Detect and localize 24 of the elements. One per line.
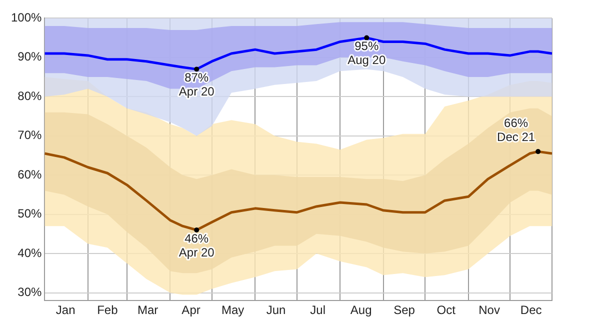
y-tick-label: 30%: [18, 285, 42, 300]
x-tick-label: Dec: [520, 303, 542, 318]
x-tick-label: Jun: [266, 303, 286, 318]
x-tick-label: Nov: [478, 303, 500, 318]
x-tick-label: Aug: [350, 303, 372, 318]
x-tick-label: Oct: [436, 303, 456, 318]
x-tick-label: Mar: [137, 303, 158, 318]
y-tick-label: 70%: [18, 128, 42, 142]
x-tick-label: Jul: [310, 303, 326, 318]
x-tick-label: Apr: [182, 303, 200, 318]
y-tick-label: 50%: [18, 206, 42, 221]
x-tick-label: Feb: [97, 303, 118, 318]
annotation: 95% Aug 20: [348, 39, 386, 68]
x-tick-label: Sep: [394, 303, 416, 318]
y-tick-label: 100%: [10, 10, 42, 25]
x-tick-label: Jan: [56, 303, 76, 318]
y-tick-label: 90%: [18, 50, 42, 64]
annotation: 66% Dec 21: [497, 116, 536, 144]
x-tick-label: May: [222, 303, 244, 318]
y-tick-label: 60%: [18, 167, 42, 182]
annotation: 87% Apr 20: [178, 70, 215, 98]
y-tick-label: 80%: [18, 88, 42, 103]
y-tick-label: 40%: [18, 246, 42, 260]
annotation: 46% Apr 20: [178, 231, 215, 260]
